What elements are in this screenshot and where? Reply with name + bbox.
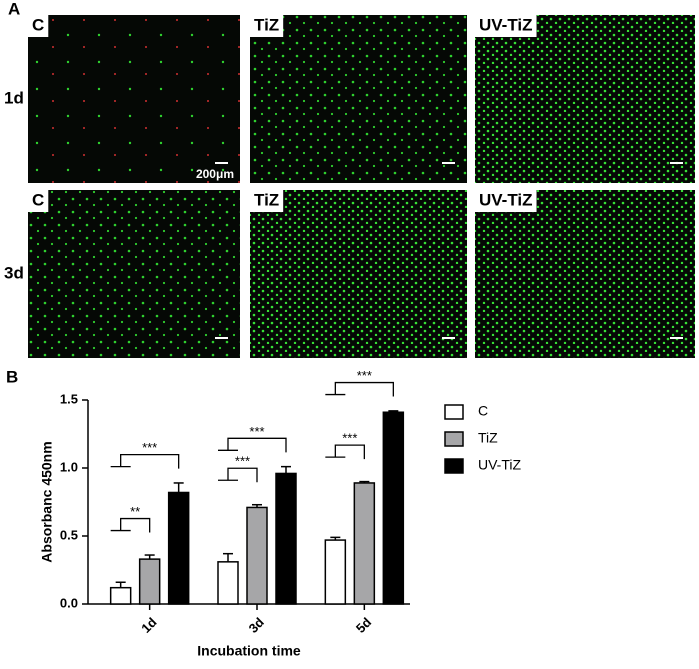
micrograph-cells	[475, 190, 695, 358]
y-axis-label: Absorbanc 450nm	[39, 441, 55, 562]
column-label: C	[32, 15, 44, 34]
legend-label: C	[478, 403, 488, 419]
bar	[324, 539, 347, 605]
panel-label: B	[6, 367, 18, 386]
x-axis-label: Incubation time	[197, 643, 301, 659]
x-tick-label: 1d	[138, 615, 159, 636]
y-tick-label: 0.5	[60, 527, 78, 542]
label-box	[28, 190, 49, 212]
scale-bar-label: 200μm	[196, 167, 234, 181]
column-label: TiZ	[254, 15, 279, 34]
significance-label: ***	[357, 368, 372, 383]
row-label: 3d	[4, 263, 24, 282]
label-box	[250, 15, 284, 37]
significance-bracket	[218, 437, 287, 453]
legend-swatch	[444, 458, 464, 474]
row-label: 1d	[4, 88, 24, 107]
significance-label: ***	[142, 440, 157, 455]
bar	[353, 482, 376, 605]
x-tick-label: 5d	[353, 615, 374, 636]
bar	[138, 558, 161, 605]
significance-label: ***	[235, 454, 250, 469]
bar	[275, 472, 297, 605]
y-tick-label: 0.0	[60, 595, 78, 610]
y-tick-label: 1.0	[60, 459, 78, 474]
significance-label: ***	[342, 431, 357, 446]
bar	[167, 491, 190, 605]
legend-label: TiZ	[478, 430, 498, 446]
label-box	[28, 15, 49, 37]
significance-bracket	[110, 517, 151, 533]
label-box	[250, 190, 284, 212]
column-label: UV-TiZ	[479, 190, 533, 209]
label-box	[475, 190, 537, 212]
micrograph-cells	[28, 190, 240, 358]
micrograph-cells	[250, 15, 467, 183]
column-label: C	[32, 190, 44, 209]
legend-swatch	[444, 404, 464, 420]
significance-bracket	[325, 381, 394, 397]
panel-label: A	[8, 0, 20, 18]
legend-label: UV-TiZ	[478, 457, 521, 473]
micrograph-cells	[475, 15, 695, 183]
significance-bracket	[110, 453, 180, 469]
bar	[246, 506, 268, 605]
micrograph-cells	[250, 190, 467, 358]
micrograph-cells	[28, 15, 240, 183]
y-tick-label: 1.5	[60, 391, 78, 406]
significance-bracket	[218, 467, 258, 483]
significance-label: ***	[249, 424, 264, 439]
bar	[382, 411, 405, 605]
column-label: TiZ	[254, 190, 279, 209]
bar	[217, 561, 239, 605]
label-box	[475, 15, 537, 37]
significance-bracket	[325, 444, 365, 460]
significance-label: **	[130, 504, 140, 519]
column-label: UV-TiZ	[479, 15, 533, 34]
bar	[109, 586, 132, 605]
x-tick-label: 3d	[246, 615, 267, 636]
legend-swatch	[444, 431, 464, 447]
